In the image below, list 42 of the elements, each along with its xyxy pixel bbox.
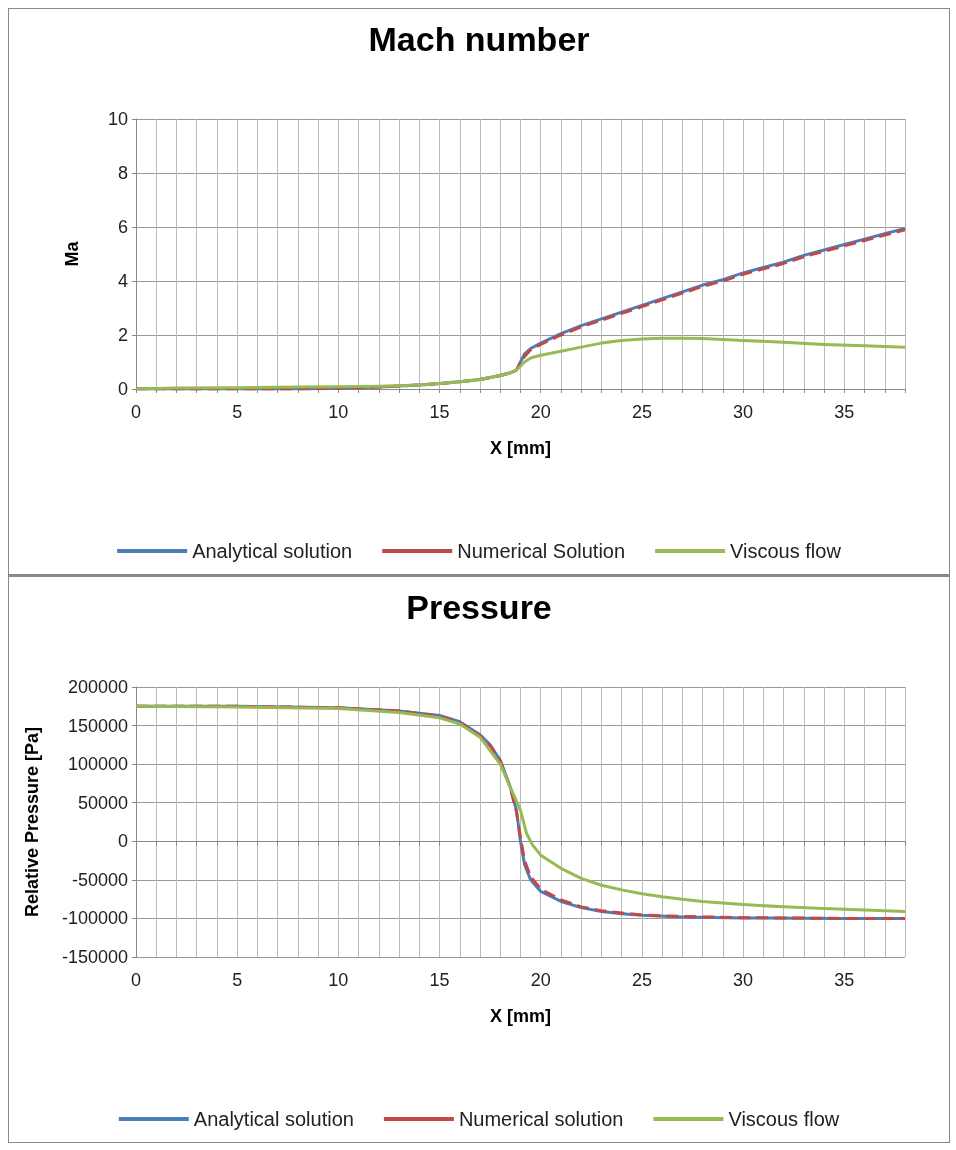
- y-tick-label: 50000: [77, 792, 128, 813]
- legend-label: Viscous flow: [728, 1108, 840, 1130]
- x-tick-label: 0: [130, 402, 142, 422]
- y-axis-title: Ma: [62, 240, 82, 267]
- y-tick-label: 0: [117, 831, 128, 852]
- legend-label: Numerical solution: [458, 1108, 624, 1130]
- y-axis-title: Relative Pressure [Pa]: [22, 726, 42, 918]
- y-tick-label: 8: [117, 163, 128, 183]
- x-tick-label: 5: [232, 970, 243, 990]
- y-tick-label: 150000: [67, 715, 128, 736]
- y-tick-label: -50000: [71, 869, 128, 890]
- legend-label: Viscous flow: [730, 540, 842, 562]
- x-tick-label: 20: [530, 402, 551, 422]
- x-tick-label: 25: [631, 970, 652, 990]
- y-tick-label: 200000: [67, 677, 128, 697]
- legend-label: Analytical solution: [192, 540, 353, 562]
- y-tick-label: 4: [117, 271, 128, 291]
- x-tick-label: 35: [834, 402, 855, 422]
- y-tick-label: 100000: [67, 754, 128, 775]
- x-tick-label: 10: [328, 970, 349, 990]
- y-tick-label: 0: [117, 379, 128, 399]
- y-tick-label: 2: [117, 325, 128, 345]
- x-tick-label: 0: [130, 970, 142, 990]
- x-tick-label: 25: [631, 402, 652, 422]
- x-tick-label: 30: [733, 402, 754, 422]
- x-tick-label: 15: [429, 402, 450, 422]
- x-axis-title: X [mm]: [489, 1006, 552, 1026]
- x-axis-title: X [mm]: [489, 438, 552, 458]
- legend-label: Numerical Solution: [457, 540, 626, 562]
- y-tick-label: -150000: [61, 947, 128, 967]
- legend-label: Analytical solution: [193, 1108, 354, 1130]
- x-tick-label: 10: [328, 402, 349, 422]
- x-tick-label: 20: [530, 970, 551, 990]
- chart-title: Pressure: [406, 588, 552, 626]
- x-tick-label: 30: [733, 970, 754, 990]
- y-tick-label: -100000: [61, 908, 128, 929]
- x-tick-label: 35: [834, 970, 855, 990]
- x-tick-label: 5: [232, 402, 243, 422]
- chart-title: Mach number: [368, 20, 590, 58]
- y-tick-label: 6: [117, 217, 128, 237]
- x-tick-label: 15: [429, 970, 450, 990]
- y-tick-label: 10: [107, 109, 128, 129]
